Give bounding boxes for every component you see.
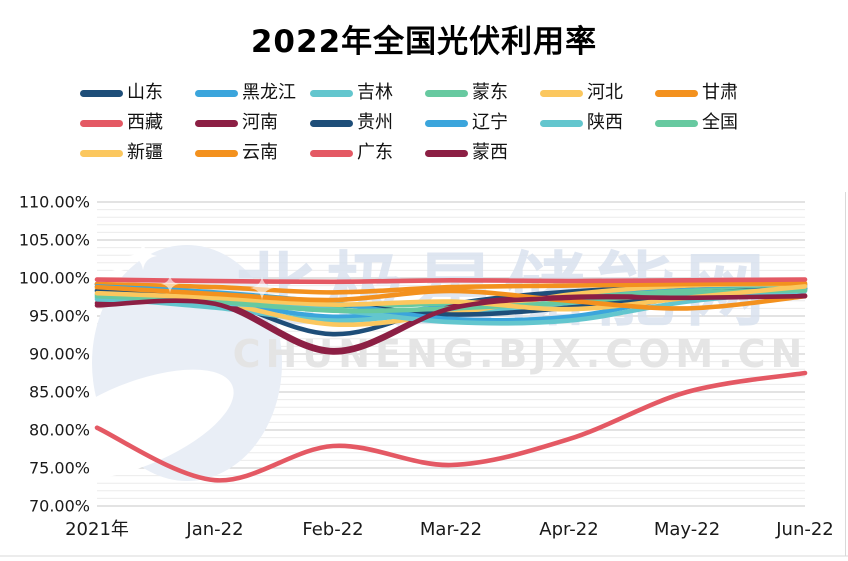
watermark-en-text: CHUNENG.BJX.COM.CN [233, 332, 808, 376]
y-axis: 110.00% 105.00% 100.00% 95.00% 90.00% 85.00% 8… [19, 193, 90, 516]
legend-label: 山东 [127, 82, 163, 103]
legend-line-swatch-icon [80, 89, 123, 97]
legend-line-swatch-icon [310, 149, 353, 157]
legend-item: 河南 [195, 108, 310, 138]
y-axis-label: 110.00% [19, 193, 90, 212]
y-axis-label: 80.00% [29, 421, 90, 440]
legend-line-swatch-icon [540, 89, 583, 97]
watermark-logo-swoosh [36, 369, 234, 481]
legend-item: 吉林 [310, 78, 425, 108]
legend-item: 蒙东 [425, 78, 540, 108]
series-line [94, 281, 808, 295]
legend-item: 河北 [540, 78, 655, 108]
legend-label: 蒙东 [472, 82, 508, 103]
series-line [94, 284, 808, 311]
x-axis-label: 2021年 [65, 519, 129, 540]
legend-line-swatch-icon [80, 149, 123, 157]
y-axis-label: 70.00% [29, 497, 90, 516]
legend-item: 蒙西 [425, 138, 540, 168]
chart-legend: 山东 黑龙江 吉林 蒙东 河北 甘肃西藏 河南 贵州 辽宁 陕西 全国新疆 云南 广东 蒙西 [80, 78, 780, 168]
x-axis-label: May-22 [654, 519, 720, 540]
legend-item: 山东 [80, 78, 195, 108]
legend-label: 河北 [587, 82, 623, 103]
legend-label: 河南 [242, 112, 278, 133]
legend-line-swatch-icon [655, 89, 698, 97]
legend-line-swatch-icon [195, 149, 238, 157]
legend-label: 贵州 [357, 112, 393, 133]
legend-item: 广东 [310, 138, 425, 168]
legend-item: 西藏 [80, 108, 195, 138]
watermark-star-icon [112, 264, 124, 276]
series-line [94, 277, 808, 285]
legend-item: 黑龙江 [195, 78, 310, 108]
legend-line-swatch-icon [540, 119, 583, 127]
watermark-star-icon [129, 242, 157, 270]
legend-item: 新疆 [80, 138, 195, 168]
legend-label: 陕西 [587, 112, 623, 133]
x-axis-label: Jan-22 [185, 519, 243, 540]
y-axis-label: 100.00% [19, 269, 90, 288]
legend-label: 蒙西 [472, 142, 508, 163]
legend-line-swatch-icon [310, 89, 353, 97]
y-axis-label: 95.00% [29, 307, 90, 326]
legend-label: 甘肃 [702, 82, 738, 103]
x-axis-label: Feb-22 [302, 519, 363, 540]
series-line [94, 370, 808, 483]
y-axis-label: 85.00% [29, 383, 90, 402]
legend-label: 西藏 [127, 112, 163, 133]
x-axis-label: Apr-22 [539, 519, 598, 540]
legend-label: 黑龙江 [242, 82, 296, 103]
y-axis-label: 75.00% [29, 459, 90, 478]
legend-line-swatch-icon [655, 119, 698, 127]
x-axis: 2021年 Jan-22 Feb-22 Mar-22 Apr-22 May-22 Jun-2… [65, 519, 834, 540]
legend-item: 辽宁 [425, 108, 540, 138]
legend-label: 辽宁 [472, 112, 508, 133]
legend-line-swatch-icon [425, 149, 468, 157]
y-axis-label: 90.00% [29, 345, 90, 364]
watermark-star-icon [250, 276, 274, 300]
legend-label: 吉林 [357, 82, 393, 103]
chart-title: 2022年全国光伏利用率 [250, 24, 598, 60]
x-axis-label: Mar-22 [420, 519, 482, 540]
series-lines [94, 277, 808, 483]
series-line [94, 293, 808, 355]
y-axis-label: 105.00% [19, 231, 90, 250]
watermark-overlay [161, 275, 274, 300]
legend-line-swatch-icon [195, 89, 238, 97]
legend-item: 甘肃 [655, 78, 770, 108]
legend-line-swatch-icon [195, 119, 238, 127]
legend-line-swatch-icon [310, 119, 353, 127]
legend-label: 广东 [357, 142, 393, 163]
legend-item: 云南 [195, 138, 310, 168]
legend-line-swatch-icon [425, 119, 468, 127]
legend-label: 云南 [242, 142, 278, 163]
legend-line-swatch-icon [425, 89, 468, 97]
legend-line-swatch-icon [80, 119, 123, 127]
legend-item: 全国 [655, 108, 770, 138]
legend-label: 全国 [702, 112, 738, 133]
legend-label: 新疆 [127, 142, 163, 163]
legend-item: 陕西 [540, 108, 655, 138]
watermark-star-icon [161, 275, 179, 293]
legend-item: 贵州 [310, 108, 425, 138]
x-axis-label: Jun-22 [775, 519, 834, 540]
